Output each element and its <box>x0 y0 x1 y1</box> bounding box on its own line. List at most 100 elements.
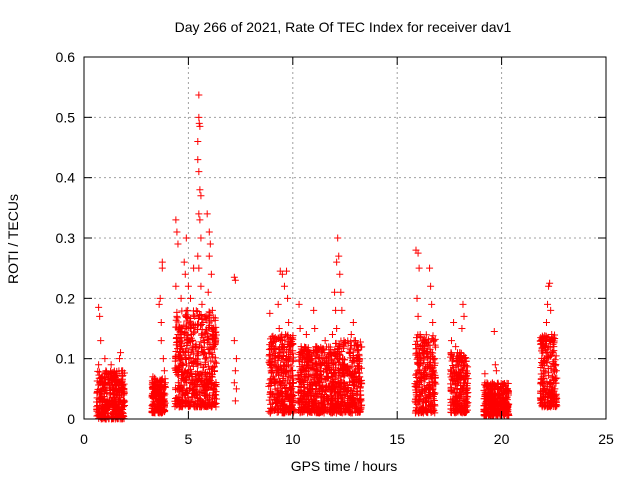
data-point <box>499 380 507 388</box>
data-point <box>334 234 342 242</box>
data-point <box>106 391 114 399</box>
data-point <box>307 385 315 393</box>
data-point <box>194 252 202 260</box>
data-point <box>502 389 510 397</box>
data-point <box>330 400 338 408</box>
data-point <box>487 397 495 405</box>
data-point <box>351 337 359 345</box>
data-point <box>194 137 202 145</box>
data-point <box>204 402 212 410</box>
data-point <box>458 325 466 332</box>
data-point <box>350 354 358 362</box>
data-point <box>107 374 115 382</box>
data-point <box>420 343 428 351</box>
data-point <box>285 380 293 388</box>
data-point <box>104 403 112 411</box>
data-point <box>99 409 107 417</box>
data-point <box>113 392 121 400</box>
data-point <box>197 338 205 346</box>
data-point <box>206 240 214 248</box>
data-point <box>459 300 467 308</box>
data-point <box>295 300 303 308</box>
data-point <box>174 331 182 339</box>
data-point <box>323 394 331 402</box>
data-point <box>275 325 283 332</box>
data-point <box>157 337 165 345</box>
data-point <box>413 370 421 378</box>
data-point <box>296 378 304 386</box>
data-point <box>542 333 550 341</box>
data-point <box>308 364 316 372</box>
data-point <box>150 391 158 399</box>
data-point <box>180 258 188 266</box>
data-point <box>330 366 338 374</box>
data-point <box>544 365 552 373</box>
data-point <box>211 400 219 408</box>
data-point <box>298 361 306 369</box>
data-point <box>483 379 491 387</box>
data-point <box>429 395 437 403</box>
data-point <box>334 348 342 356</box>
data-point <box>193 368 201 376</box>
data-point <box>539 380 547 388</box>
data-point <box>210 314 218 322</box>
data-point <box>455 379 463 387</box>
data-point <box>548 348 556 356</box>
data-point <box>94 367 102 375</box>
data-point <box>549 349 557 357</box>
data-point <box>198 377 206 385</box>
data-point <box>419 350 427 358</box>
data-point <box>173 394 181 402</box>
data-point <box>95 368 103 376</box>
data-point <box>178 325 186 332</box>
data-point <box>115 401 123 409</box>
data-point <box>352 342 360 350</box>
y-axis-label: ROTI / TECUs <box>5 194 21 284</box>
data-point <box>300 367 308 375</box>
data-point <box>413 337 421 345</box>
data-point <box>199 318 207 326</box>
data-point <box>503 393 511 401</box>
data-point <box>414 354 422 362</box>
data-point <box>422 385 430 393</box>
data-point <box>270 379 278 387</box>
data-point <box>268 343 276 351</box>
data-point <box>545 282 553 290</box>
data-point <box>540 355 548 363</box>
data-point <box>286 379 294 387</box>
data-point <box>427 391 435 399</box>
data-point <box>280 343 288 351</box>
data-point <box>324 373 332 381</box>
data-point <box>199 385 207 393</box>
data-point <box>357 391 365 399</box>
data-point <box>337 288 345 296</box>
data-point <box>107 361 115 369</box>
data-point <box>191 403 199 411</box>
data-point <box>321 337 329 345</box>
data-point <box>339 355 347 363</box>
data-point <box>107 367 115 375</box>
data-point <box>317 349 325 357</box>
data-point <box>160 367 168 375</box>
data-point <box>183 388 191 396</box>
data-point <box>195 314 203 322</box>
y-tick-label: 0.5 <box>56 109 76 125</box>
data-point <box>118 385 126 393</box>
data-point <box>194 156 202 164</box>
data-point <box>149 400 157 408</box>
data-point <box>350 378 358 386</box>
data-point <box>192 375 200 383</box>
data-point <box>539 373 547 381</box>
data-point <box>320 345 328 353</box>
data-point <box>265 380 273 388</box>
data-point <box>317 384 325 392</box>
data-point <box>231 397 239 405</box>
data-point <box>420 367 428 375</box>
data-point <box>274 300 282 308</box>
data-point <box>187 378 195 386</box>
data-point <box>315 378 323 386</box>
data-point <box>449 361 457 369</box>
data-point <box>269 373 277 381</box>
data-point <box>326 385 334 393</box>
data-point <box>318 391 326 399</box>
